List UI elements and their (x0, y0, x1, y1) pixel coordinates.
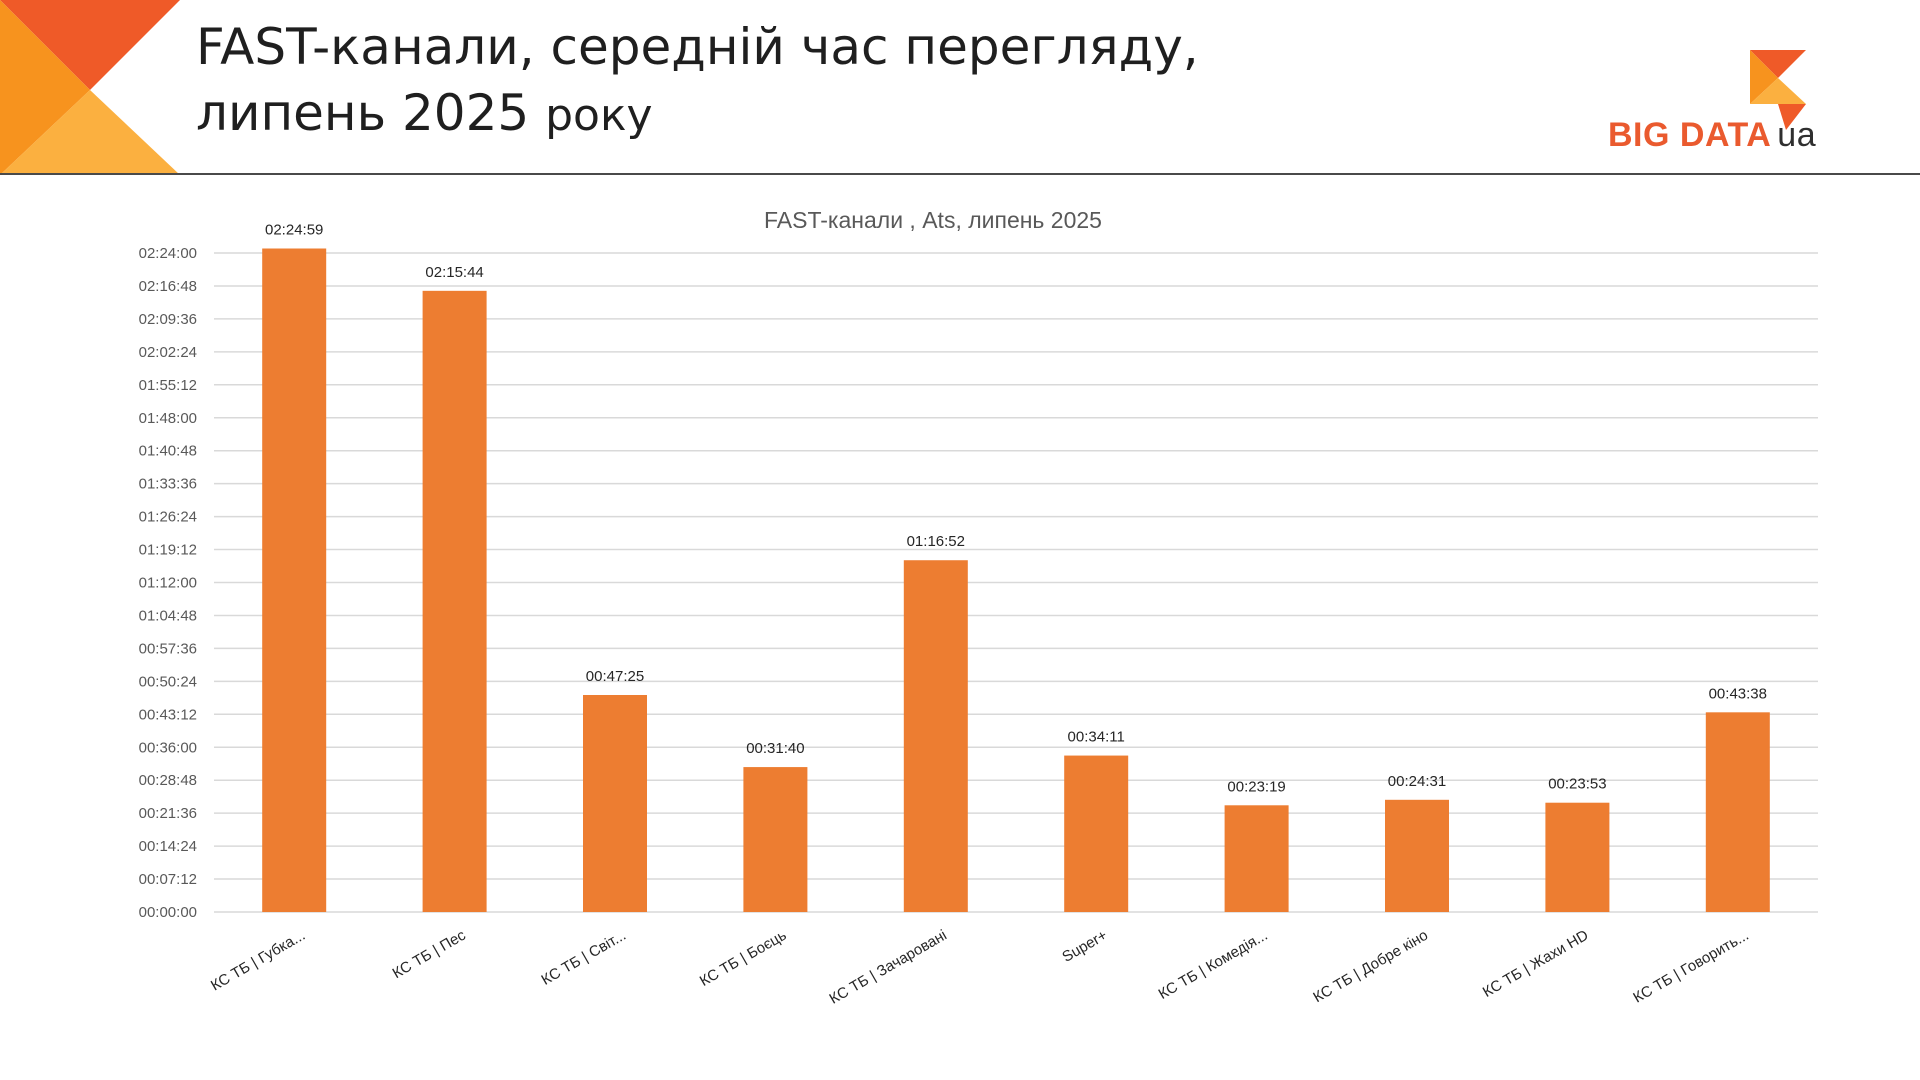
x-tick-label: КС ТБ | Зачаровані (827, 927, 950, 1008)
x-tick-label: КС ТБ | Добре кіно (1310, 927, 1431, 1006)
title-line-1: FAST-канали, середній час перегляду, (196, 18, 1199, 76)
y-tick-label: 00:07:12 (139, 871, 197, 888)
title-line-2-tail: року (545, 90, 653, 141)
bar (743, 767, 808, 912)
bar (583, 695, 647, 912)
y-tick-label: 01:55:12 (139, 377, 197, 394)
data-label: 00:23:53 (1548, 776, 1606, 793)
y-tick-label: 02:24:00 (139, 245, 197, 262)
x-axis-ticks: КС ТБ | Губка... КС ТБ | Пес КС ТБ | Світ.… (208, 926, 1752, 1007)
y-tick-label: 02:02:24 (139, 344, 197, 361)
corner-decoration (0, 0, 180, 175)
y-axis-ticks: 00:00:00 00:07:12 00:14:24 00:21:36 00:28:48… (139, 245, 197, 921)
bar-chart: FAST-канали , Ats, липень 2025 00:00:000… (139, 207, 1818, 1008)
y-tick-label: 01:48:00 (139, 410, 197, 427)
y-tick-label: 01:40:48 (139, 443, 197, 460)
x-tick-label: КС ТБ | Пес (390, 926, 469, 982)
data-label: 01:16:52 (907, 533, 965, 550)
title-line-2-main: липень 2025 (196, 84, 530, 142)
data-label: 00:31:40 (746, 740, 804, 757)
bar (1064, 755, 1129, 912)
logo-wordmark: BIG DATA ua (1608, 116, 1816, 155)
logo-text-main: BIG DATA (1608, 116, 1772, 154)
x-tick-label: Super+ (1059, 927, 1110, 966)
logo-mark-top (1750, 50, 1806, 78)
data-label: 00:47:25 (586, 668, 644, 685)
y-tick-label: 00:00:00 (139, 904, 197, 921)
y-tick-label: 00:21:36 (139, 805, 197, 822)
x-tick-label: КС ТБ | Говорить... (1630, 927, 1751, 1007)
big-data-logo: BIG DATA ua (1600, 46, 1840, 166)
x-tick-label: КС ТБ | Світ... (539, 927, 629, 989)
data-label: 02:15:44 (425, 264, 483, 281)
x-tick-label: КС ТБ | Жахи HD (1480, 927, 1592, 1001)
bar (1385, 799, 1449, 912)
y-tick-label: 02:09:36 (139, 311, 197, 328)
chart-title: FAST-канали , Ats, липень 2025 (764, 207, 1102, 233)
data-label: 00:24:31 (1388, 773, 1446, 790)
x-tick-label: КС ТБ | Комедія... (1156, 927, 1271, 1003)
bar (262, 248, 327, 912)
x-tick-label: КС ТБ | Губка... (208, 927, 308, 995)
logo-mark-lower (1750, 78, 1806, 104)
y-tick-label: 00:57:36 (139, 640, 197, 657)
y-tick-label: 00:28:48 (139, 772, 197, 789)
corner-triangle-dark (0, 0, 180, 90)
bar (1224, 805, 1289, 912)
data-label: 00:43:38 (1709, 685, 1767, 702)
page-title: FAST-канали, середній час перегляду, лип… (196, 14, 1199, 149)
data-label: 02:24:59 (265, 221, 323, 238)
y-tick-label: 00:50:24 (139, 673, 197, 690)
logo-text-suffix: ua (1777, 116, 1817, 154)
y-tick-label: 01:04:48 (139, 607, 197, 624)
y-tick-label: 00:36:00 (139, 739, 197, 756)
y-tick-label: 01:26:24 (139, 509, 197, 526)
data-labels: 02:24:59 02:15:44 00:47:25 00:31:40 01:16:52… (265, 221, 1767, 795)
logo-mark-tail (1778, 104, 1806, 130)
header-divider (0, 173, 1920, 175)
bars (262, 248, 1770, 912)
bar (903, 560, 968, 912)
data-label: 00:34:11 (1068, 729, 1125, 746)
bar (422, 290, 487, 912)
y-tick-label: 01:33:36 (139, 476, 197, 493)
y-tick-label: 00:43:12 (139, 706, 197, 723)
logo-mark-middle (1750, 50, 1778, 104)
y-tick-label: 01:12:00 (139, 575, 197, 592)
y-tick-label: 02:16:48 (139, 278, 197, 295)
bar (1705, 712, 1770, 912)
corner-triangle-mid (0, 0, 90, 175)
y-tick-label: 00:14:24 (139, 838, 197, 855)
bar (1545, 802, 1610, 912)
data-label: 00:23:19 (1227, 778, 1285, 795)
title-line-2: липень 2025 року (196, 80, 1199, 149)
corner-triangle-light (0, 90, 180, 175)
x-tick-label: КС ТБ | Боєць (697, 927, 790, 990)
y-tick-label: 01:19:12 (139, 542, 197, 559)
logo-mark-icon (1750, 50, 1806, 130)
